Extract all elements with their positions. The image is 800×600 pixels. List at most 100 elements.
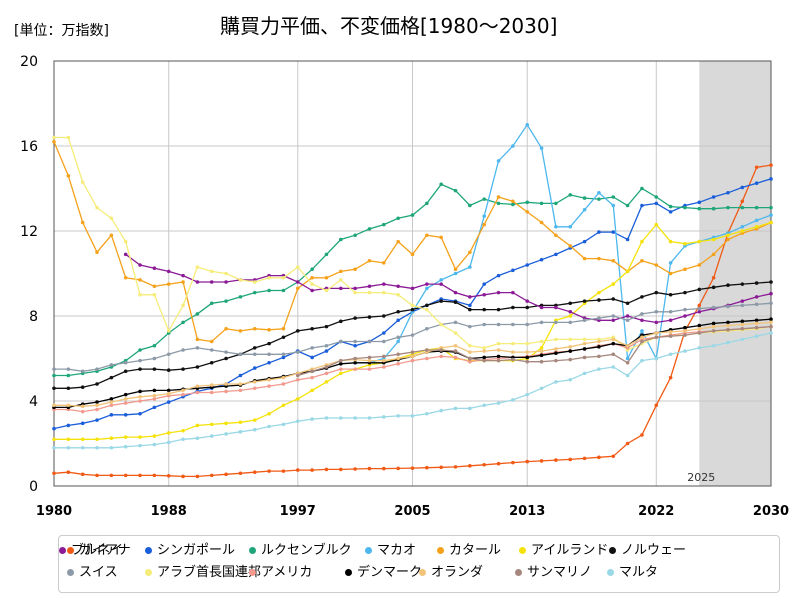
data-point	[597, 230, 601, 234]
data-point	[209, 383, 214, 387]
data-point	[525, 122, 530, 127]
data-point	[152, 356, 157, 361]
data-point	[166, 352, 171, 357]
chart-legend: ガイアナ シンガポール ルクセンブルク マカオ カタール アイルランド ノルウェー ブルネイス…	[58, 535, 780, 593]
data-point	[496, 461, 501, 466]
data-point	[367, 284, 372, 289]
data-point	[625, 203, 630, 208]
data-point	[95, 437, 99, 442]
data-point	[582, 337, 587, 342]
data-point	[568, 349, 573, 353]
data-point	[482, 307, 487, 312]
data-point	[396, 356, 400, 361]
data-point	[711, 237, 716, 242]
data-point	[511, 357, 515, 362]
data-point	[382, 415, 386, 419]
data-point	[238, 373, 243, 378]
data-point	[640, 203, 644, 208]
data-point	[468, 464, 472, 468]
data-point	[539, 146, 544, 150]
data-point	[66, 445, 71, 450]
legend-item: アメリカ	[249, 565, 312, 581]
data-point	[339, 339, 343, 344]
data-point	[310, 275, 314, 280]
data-point	[525, 322, 530, 327]
data-point	[324, 288, 329, 293]
data-point	[640, 318, 644, 323]
data-point	[410, 303, 415, 308]
data-point	[209, 339, 214, 344]
data-point	[625, 343, 630, 348]
data-point	[396, 339, 400, 344]
data-point	[740, 224, 745, 229]
data-point	[482, 282, 487, 286]
data-point	[95, 250, 99, 255]
data-point	[640, 312, 644, 316]
data-point	[668, 352, 673, 357]
data-point	[80, 409, 85, 414]
data-point	[382, 222, 386, 227]
data-point	[511, 290, 515, 295]
data-point	[80, 437, 85, 442]
data-point	[195, 365, 200, 369]
data-point	[683, 290, 687, 295]
legend-label: ノルウェー	[621, 543, 687, 558]
data-point	[181, 320, 185, 325]
data-point	[324, 275, 329, 280]
y-tick-label: 16	[20, 139, 38, 155]
data-point	[310, 369, 314, 374]
data-point	[80, 472, 85, 477]
data-point	[339, 467, 343, 472]
data-point	[95, 205, 99, 210]
data-point	[611, 258, 616, 263]
legend-item: ブルネイ	[59, 543, 123, 559]
data-point	[554, 351, 558, 355]
data-point	[209, 434, 214, 438]
data-point	[181, 280, 185, 284]
data-point	[468, 203, 472, 208]
data-point	[683, 325, 687, 330]
data-point	[468, 303, 472, 308]
data-point	[138, 292, 142, 297]
data-point	[496, 358, 501, 363]
data-point	[425, 286, 429, 291]
data-point	[152, 292, 157, 297]
data-point	[181, 474, 185, 479]
data-point	[482, 403, 487, 408]
data-point	[568, 457, 573, 462]
legend-item: マカオ	[365, 543, 416, 559]
data-point	[138, 443, 142, 448]
data-point	[209, 280, 214, 284]
x-tick-label: 2005	[394, 504, 430, 519]
data-point	[353, 290, 357, 295]
data-point	[224, 271, 228, 276]
data-point	[754, 318, 759, 323]
legend-label: カタール	[449, 543, 502, 558]
data-point	[625, 314, 630, 318]
data-point	[511, 341, 515, 346]
data-point	[181, 273, 185, 278]
data-point	[66, 135, 71, 140]
data-point	[769, 177, 773, 181]
data-point	[611, 195, 616, 199]
data-point	[640, 335, 644, 340]
legend-item: ルクセンブルク	[249, 543, 352, 559]
data-point	[597, 190, 601, 195]
data-point	[66, 423, 71, 428]
data-point	[267, 328, 271, 332]
data-point	[123, 275, 128, 280]
data-point	[754, 281, 759, 285]
forecast-region	[699, 61, 771, 486]
data-point	[754, 181, 759, 185]
data-point	[496, 195, 501, 199]
legend-item: カタール	[437, 543, 501, 559]
data-point	[468, 343, 472, 348]
data-point	[554, 358, 558, 363]
data-point	[224, 389, 228, 394]
data-point	[668, 334, 673, 338]
data-point	[453, 320, 458, 325]
data-point	[66, 470, 71, 474]
data-point	[511, 398, 515, 402]
data-point	[252, 380, 257, 384]
data-point	[80, 385, 85, 389]
